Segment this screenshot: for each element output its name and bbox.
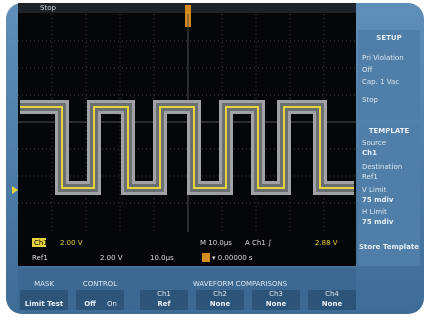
button-value[interactable]: None (210, 300, 231, 308)
ref-scale: 2.00 V (100, 254, 123, 262)
group-header: WAVEFORM COMPARISONS (193, 280, 288, 288)
v-limit-label[interactable]: V Limit (362, 186, 387, 194)
status: Stop (40, 4, 56, 12)
button-value[interactable]: Ref (157, 300, 171, 308)
trigger-level: 2.88 V (315, 239, 338, 247)
scope-screen: Stop Ch1 2.00 V M 10.0µs A Ch1 ∫ 2.88 V … (0, 0, 430, 318)
setup-panel (358, 30, 420, 120)
destination-value[interactable]: Ref1 (362, 173, 378, 181)
setup-item[interactable]: Pri Violation (362, 54, 404, 62)
button-label: Ch4 (325, 290, 339, 298)
setup-item[interactable]: Off (362, 66, 373, 74)
button-value[interactable]: Limit Test (25, 300, 64, 308)
ref-time: 10.0µs (150, 254, 174, 262)
h-limit-value[interactable]: 75 mdiv (362, 218, 394, 226)
setup-item[interactable]: Cap. 1 Vac (362, 78, 399, 86)
ref-label: Ref1 (32, 254, 48, 262)
timebase: M 10.0µs (200, 239, 232, 247)
setup-title: SETUP (376, 34, 401, 42)
trigger: A Ch1 ∫ (245, 239, 272, 247)
button-label: Ch2 (213, 290, 227, 298)
v-limit-value[interactable]: 75 mdiv (362, 196, 394, 204)
source-label[interactable]: Source (362, 139, 386, 147)
save-button[interactable]: Store Template (359, 243, 419, 251)
h-limit-label[interactable]: H Limit (362, 208, 387, 216)
button-value[interactable]: Off (84, 300, 96, 308)
button-label: CONTROL (83, 280, 117, 288)
button-option[interactable]: On (107, 300, 117, 308)
template-title: TEMPLATE (369, 127, 410, 135)
button-value[interactable]: None (322, 300, 343, 308)
destination-label[interactable]: Destination (362, 163, 402, 171)
button-label: MASK (34, 280, 54, 288)
button-label: Ch3 (269, 290, 283, 298)
ch1-scale: 2.00 V (60, 239, 83, 247)
button-value[interactable]: None (266, 300, 287, 308)
ch1-label: Ch1 (34, 239, 48, 247)
source-value[interactable]: Ch1 (362, 149, 377, 157)
button-label: Ch1 (157, 290, 171, 298)
position-icon (202, 253, 210, 262)
position: ▾ 0.00000 s (212, 254, 253, 262)
setup-item[interactable]: Stop (362, 96, 378, 104)
